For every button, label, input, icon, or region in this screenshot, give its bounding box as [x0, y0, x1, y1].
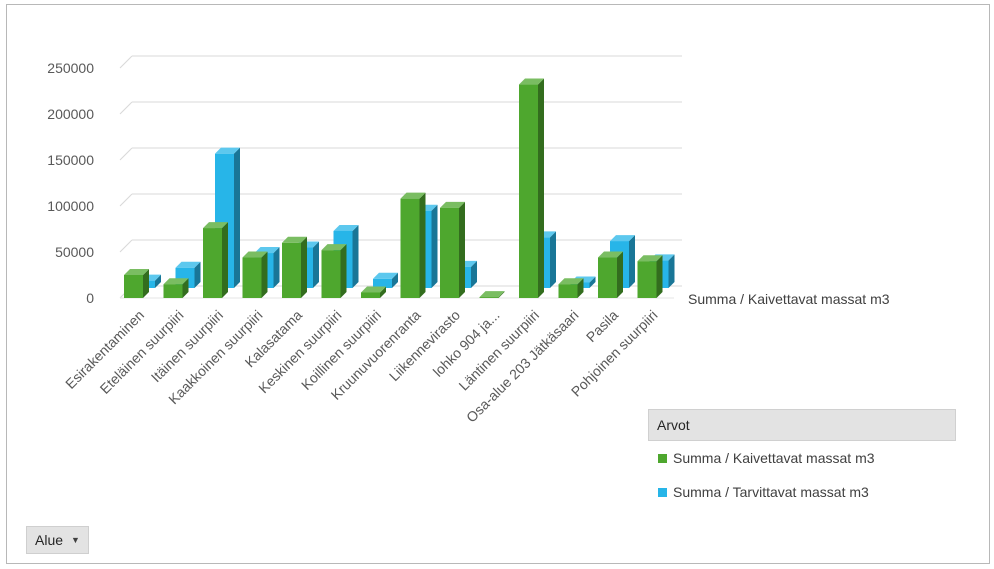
gridline-diagonal [119, 239, 133, 253]
bar-kaivettavat [637, 261, 657, 298]
bar-kaivettavat-top [598, 251, 623, 258]
bar-kaivettavat [440, 207, 459, 298]
bar-kaivettavat [282, 242, 301, 298]
legend-swatch-kaivettavat [658, 453, 667, 463]
gridline-diagonal [119, 101, 133, 115]
bar-kaivettavat [479, 297, 499, 298]
depth-axis-label: Summa / Kaivettavat massat m3 [688, 291, 890, 307]
bar-kaivettavat-top [479, 291, 505, 298]
bar-kaivettavat [361, 292, 380, 298]
y-tick-label: 250000 [47, 60, 94, 76]
bar-kaivettavat-side [222, 222, 228, 298]
legend-label-kaivettavat: Summa / Kaivettavat massat m3 [673, 450, 875, 466]
bar-tarvittavat-side [392, 272, 398, 288]
bar-kaivettavat [400, 198, 420, 298]
gridline-diagonal [119, 193, 133, 207]
bar-kaivettavat [558, 284, 578, 298]
bar-kaivettavat-side [617, 251, 623, 298]
bar-kaivettavat-side [380, 286, 386, 298]
bar-kaivettavat-top [124, 269, 149, 275]
bar-kaivettavat-side [182, 278, 189, 298]
alue-filter-label: Alue [35, 532, 64, 548]
bar-kaivettavat-side [498, 291, 505, 298]
bar-tarvittavat-top [175, 261, 201, 268]
bar-tarvittavat-side [234, 147, 240, 288]
bar-kaivettavat-top [519, 78, 544, 85]
y-tick-label: 150000 [47, 152, 94, 168]
y-tick-label: 200000 [47, 106, 94, 122]
bar-kaivettavat-side [143, 269, 149, 298]
bar-tarvittavat-top [333, 224, 359, 231]
y-tick-label: 100000 [47, 198, 94, 214]
legend-title: Arvot [648, 409, 956, 441]
bar-kaivettavat-side [340, 244, 347, 298]
bar-kaivettavat [163, 284, 183, 298]
bar-tarvittavat-side [471, 260, 477, 288]
gridline-diagonal [119, 147, 133, 161]
bar-kaivettavat-top [440, 201, 465, 208]
legend-item-tarvittavat: Summa / Tarvittavat massat m3 [648, 475, 956, 509]
bar-kaivettavat [598, 257, 617, 298]
bar-kaivettavat-top [558, 278, 584, 285]
bar-kaivettavat [203, 228, 222, 298]
bar-kaivettavat [124, 275, 143, 298]
legend-item-kaivettavat: Summa / Kaivettavat massat m3 [648, 441, 956, 475]
bar-kaivettavat-top [242, 251, 268, 258]
bar-tarvittavat-side [629, 235, 635, 288]
dropdown-arrow-icon: ▼ [71, 535, 80, 545]
bar-kaivettavat-top [361, 286, 386, 293]
bar-kaivettavat-side [261, 251, 268, 298]
bar-kaivettavat-top [203, 222, 228, 229]
bar-kaivettavat [242, 257, 262, 298]
bar-tarvittavat-side [313, 241, 319, 288]
bar-kaivettavat-top [637, 255, 663, 262]
bar-kaivettavat-top [400, 192, 426, 199]
bar-kaivettavat [321, 250, 341, 298]
bar-kaivettavat-side [419, 192, 426, 298]
bar-kaivettavat-top [321, 244, 347, 251]
alue-filter-button[interactable]: Alue ▼ [26, 526, 89, 554]
bar-tarvittavat-side [589, 276, 596, 288]
bar-tarvittavat-top [373, 272, 398, 279]
bar-kaivettavat-side [538, 78, 544, 298]
bar-tarvittavat-top [610, 235, 635, 242]
bar-tarvittavat-side [431, 204, 438, 288]
bar-tarvittavat [373, 278, 392, 288]
bar-tarvittavat-side [155, 274, 161, 288]
bar-kaivettavat-side [577, 278, 584, 298]
y-tick-label: 50000 [55, 244, 94, 260]
gridline-diagonal [119, 55, 133, 69]
bar-kaivettavat-top [163, 278, 189, 285]
y-tick-label: 0 [86, 290, 94, 306]
bar-kaivettavat-top [282, 236, 307, 243]
bar-kaivettavat-side [301, 236, 307, 298]
bar-tarvittavat-side [352, 224, 359, 288]
legend: Arvot Summa / Kaivettavat massat m3 Summ… [648, 409, 956, 509]
legend-swatch-tarvittavat [658, 487, 667, 497]
bar-tarvittavat-side [194, 261, 201, 288]
bar-kaivettavat-side [459, 201, 465, 298]
legend-label-tarvittavat: Summa / Tarvittavat massat m3 [673, 484, 869, 500]
bar-kaivettavat-side [656, 255, 663, 298]
bar-tarvittavat-top [215, 147, 240, 154]
bar-tarvittavat-side [273, 247, 280, 288]
bar-kaivettavat [519, 84, 538, 298]
bar-tarvittavat-side [550, 231, 556, 288]
bar-tarvittavat-side [668, 254, 675, 288]
